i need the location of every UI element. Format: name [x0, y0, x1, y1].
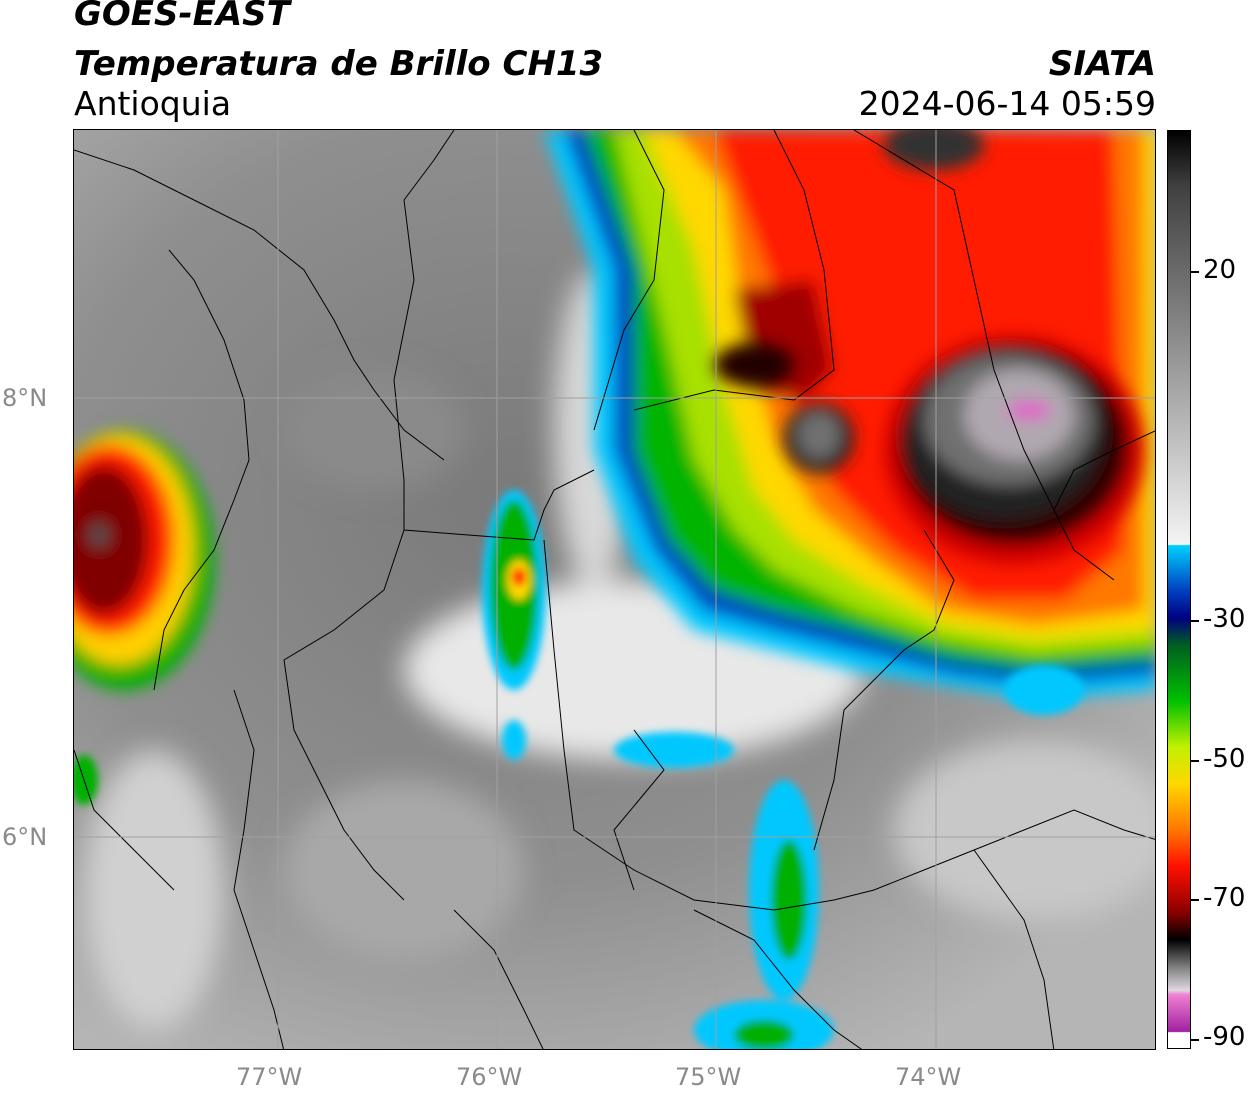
colorbar-label-minus70: -70	[1203, 883, 1246, 913]
boundaries	[74, 130, 1155, 1049]
boundary	[1053, 430, 1155, 511]
product-title: Temperatura de Brillo CH13	[74, 44, 604, 84]
colorbar-tick	[1191, 271, 1199, 273]
small-cell-core	[797, 411, 841, 459]
colorbar-fill	[1168, 131, 1190, 1048]
boundary	[633, 130, 835, 411]
boundary	[813, 529, 955, 851]
colorbar-tick	[1191, 760, 1199, 762]
small-cell	[714, 343, 794, 387]
top-cell	[884, 130, 984, 170]
band-green	[771, 840, 807, 960]
boundary	[613, 729, 665, 891]
region-label: Antioquia	[74, 84, 232, 123]
colorbar-label-20: 20	[1203, 255, 1237, 285]
left-cell-core	[89, 523, 109, 547]
band-cyan	[1004, 665, 1084, 715]
left-cell-dark	[74, 465, 149, 615]
band-cyan	[614, 732, 734, 768]
colorbar-tick	[1191, 620, 1199, 622]
graticule	[74, 130, 1155, 1049]
boundary	[233, 689, 285, 1049]
coastline	[403, 130, 455, 201]
band-green	[734, 1020, 794, 1049]
lon-label-77w: 77°W	[236, 1063, 303, 1091]
colorbar-label-minus50: -50	[1203, 744, 1246, 774]
lon-label-74w: 74°W	[895, 1063, 962, 1091]
boundary	[593, 130, 665, 431]
boundary	[853, 130, 1115, 581]
boundary	[973, 849, 1055, 1049]
light-patch	[284, 370, 464, 490]
boundary	[453, 909, 544, 1049]
light-patch	[284, 780, 524, 960]
colorbar-label-minus90: -90	[1203, 1022, 1246, 1052]
lon-label-75w: 75°W	[675, 1063, 742, 1091]
brightness-temperature-image	[74, 130, 1155, 1049]
lat-label-8n: 8°N	[2, 384, 48, 412]
center-cell-red	[512, 568, 526, 586]
coastline	[74, 149, 445, 461]
satellite-map[interactable]	[73, 129, 1156, 1050]
coldest-core	[1007, 400, 1051, 420]
boundary	[283, 529, 405, 901]
datetime-label: 2024-06-14 05:59	[858, 84, 1156, 123]
lon-label-76w: 76°W	[456, 1063, 523, 1091]
colorbar-gradient	[1168, 131, 1190, 1048]
organization-label: SIATA	[1048, 44, 1156, 84]
light-patch	[84, 750, 224, 1030]
lat-label-6n: 6°N	[2, 823, 48, 851]
boundary	[74, 749, 175, 891]
colorbar-label-minus30: -30	[1203, 604, 1246, 634]
boundary	[543, 539, 975, 911]
satellite-title: GOES-EAST	[74, 0, 290, 34]
coastline	[153, 249, 250, 691]
colorbar-tick	[1191, 899, 1199, 901]
boundary	[693, 909, 863, 1049]
colorbar	[1167, 130, 1191, 1049]
band-cyan	[502, 720, 526, 760]
colorbar-tick	[1191, 1039, 1199, 1041]
